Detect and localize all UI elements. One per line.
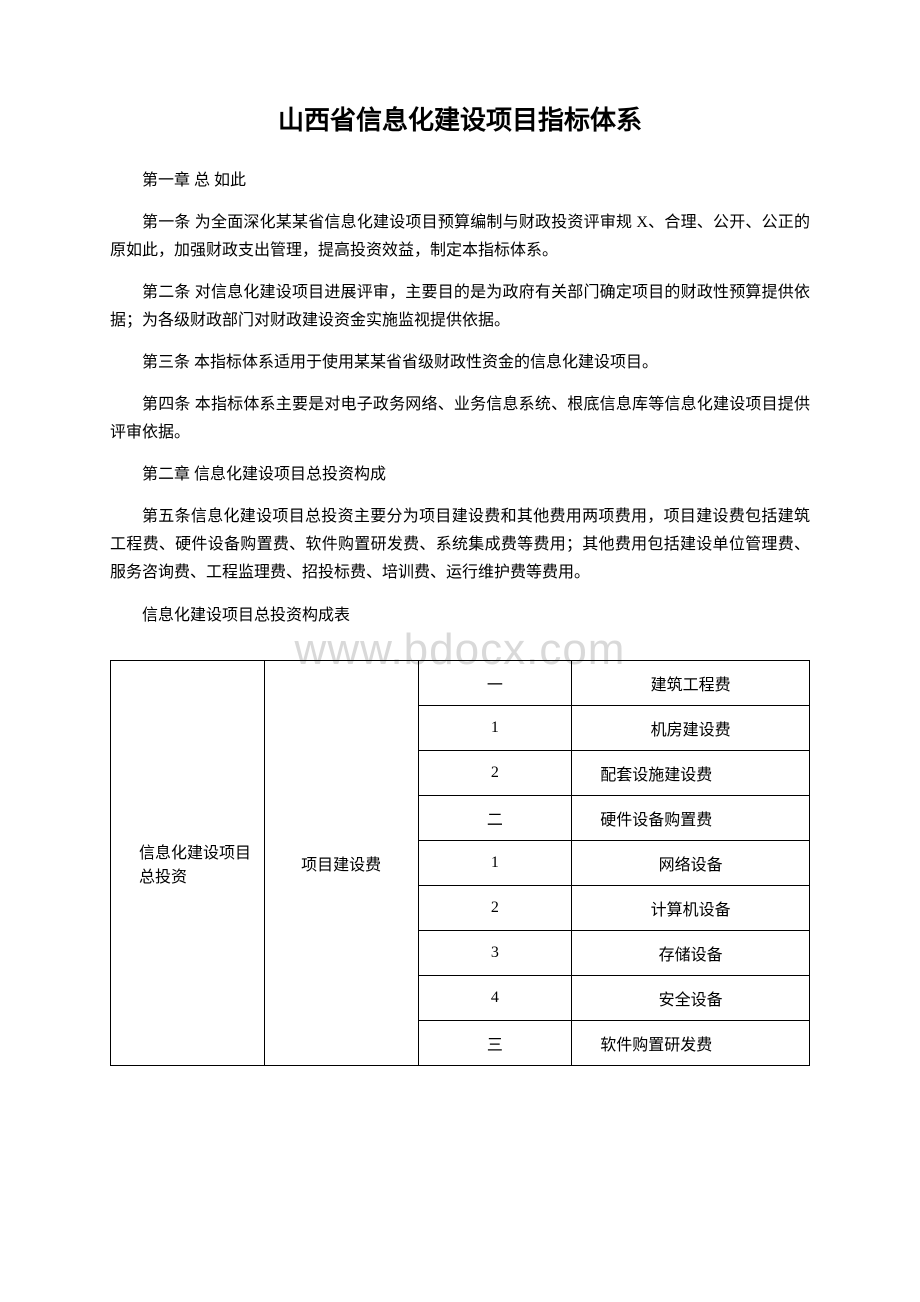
table-cell-num: 2 [418,886,572,931]
table-cell-col2: 项目建设费 [264,661,418,1066]
table-title: 信息化建设项目总投资构成表 [110,601,810,625]
table-cell-num: 1 [418,706,572,751]
article-2: 第二条 对信息化建设项目进展评审，主要目的是为政府有关部门确定项目的财政性预算提… [110,279,810,335]
table-cell-label: 软件购置研发费 [572,1021,810,1066]
table-cell-num: 1 [418,841,572,886]
table-cell-num: 三 [418,1021,572,1066]
article-1: 第一条 为全面深化某某省信息化建设项目预算编制与财政投资评审规 X、合理、公开、… [110,209,810,265]
document-title: 山西省信息化建设项目指标体系 [110,100,810,137]
article-4: 第四条 本指标体系主要是对电子政务网络、业务信息系统、根底信息库等信息化建设项目… [110,391,810,447]
table-cell-num: 4 [418,976,572,1021]
chapter-2-heading: 第二章 信息化建设项目总投资构成 [110,461,810,489]
table-cell-num: 2 [418,751,572,796]
table-cell-label: 安全设备 [572,976,810,1021]
table-cell-label: 配套设施建设费 [572,751,810,796]
table-cell-label: 网络设备 [572,841,810,886]
article-5: 第五条信息化建设项目总投资主要分为项目建设费和其他费用两项费用，项目建设费包括建… [110,503,810,587]
table-cell-label: 机房建设费 [572,706,810,751]
table-cell-label: 计算机设备 [572,886,810,931]
investment-table: 信息化建设项目总投资 项目建设费 一 建筑工程费 1 机房建设费 2 配套设施建… [110,660,810,1066]
table-cell-label: 建筑工程费 [572,661,810,706]
table-cell-label: 硬件设备购置费 [572,796,810,841]
table-cell-label: 存储设备 [572,931,810,976]
chapter-1-heading: 第一章 总 如此 [110,167,810,195]
table-cell-num: 3 [418,931,572,976]
table-cell-col1: 信息化建设项目总投资 [111,661,265,1066]
document-content: 山西省信息化建设项目指标体系 第一章 总 如此 第一条 为全面深化某某省信息化建… [110,100,810,1066]
table-row: 信息化建设项目总投资 项目建设费 一 建筑工程费 [111,661,810,706]
article-3: 第三条 本指标体系适用于使用某某省省级财政性资金的信息化建设项目。 [110,349,810,377]
table-cell-num: 一 [418,661,572,706]
table-cell-num: 二 [418,796,572,841]
